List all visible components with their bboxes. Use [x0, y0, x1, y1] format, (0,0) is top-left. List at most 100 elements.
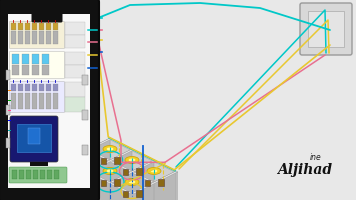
Bar [65, 82, 85, 97]
Polygon shape [64, 161, 130, 200]
Ellipse shape [129, 158, 136, 162]
Bar [46, 84, 51, 91]
Polygon shape [132, 171, 178, 194]
Polygon shape [110, 138, 176, 200]
Ellipse shape [106, 147, 114, 151]
Bar [53, 93, 58, 109]
Bar [65, 97, 85, 112]
Polygon shape [88, 149, 154, 200]
Bar [42, 65, 49, 75]
Bar [12, 54, 19, 64]
Polygon shape [108, 138, 176, 172]
FancyBboxPatch shape [0, 0, 99, 200]
Bar [39, 93, 44, 109]
Bar [26, 170, 31, 179]
Polygon shape [90, 150, 134, 200]
Polygon shape [64, 160, 132, 194]
Bar [8, 14, 90, 188]
Bar [22, 54, 29, 64]
Bar [25, 93, 30, 109]
Bar [124, 169, 129, 175]
Bar [136, 190, 142, 197]
Polygon shape [108, 139, 174, 200]
Bar [124, 191, 129, 197]
Bar [18, 23, 23, 30]
Ellipse shape [81, 156, 95, 164]
FancyBboxPatch shape [31, 12, 63, 22]
Ellipse shape [84, 158, 91, 162]
Polygon shape [134, 172, 178, 200]
Bar [11, 31, 16, 44]
Bar [54, 170, 59, 179]
Polygon shape [112, 161, 156, 200]
Bar [18, 93, 23, 109]
Bar [65, 65, 85, 78]
Polygon shape [88, 149, 132, 200]
Bar [114, 157, 120, 164]
Bar [39, 84, 44, 91]
Bar [70, 179, 75, 186]
Bar [17, 124, 51, 152]
Bar [6, 138, 10, 148]
Bar [11, 93, 16, 109]
Text: Aljihad: Aljihad [277, 163, 333, 177]
Bar [22, 65, 29, 75]
Bar [40, 170, 45, 179]
Bar [12, 170, 17, 179]
Polygon shape [66, 138, 112, 161]
Ellipse shape [106, 169, 114, 173]
Bar [32, 31, 37, 44]
Polygon shape [110, 160, 154, 200]
Polygon shape [86, 149, 154, 183]
Bar [53, 31, 58, 44]
Bar [33, 170, 38, 179]
Bar [11, 23, 16, 30]
Bar [39, 31, 44, 44]
FancyBboxPatch shape [300, 3, 352, 55]
Bar [25, 84, 30, 91]
Polygon shape [132, 171, 176, 200]
FancyBboxPatch shape [9, 167, 67, 183]
Text: ine: ine [310, 152, 322, 162]
Bar [42, 54, 49, 64]
Bar [82, 145, 88, 155]
Bar [30, 162, 48, 166]
Bar [25, 31, 30, 44]
Bar [32, 93, 37, 109]
Ellipse shape [147, 168, 161, 174]
FancyBboxPatch shape [10, 51, 64, 78]
Bar [53, 23, 58, 30]
Bar [6, 70, 10, 80]
Bar [6, 105, 10, 115]
Bar [46, 23, 51, 30]
Bar [32, 54, 39, 64]
Bar [18, 31, 23, 44]
Bar [101, 158, 106, 164]
Ellipse shape [125, 156, 139, 164]
Bar [158, 179, 164, 186]
Bar [47, 170, 52, 179]
Bar [65, 22, 85, 35]
Ellipse shape [129, 180, 136, 184]
Bar [65, 35, 85, 48]
Bar [53, 84, 58, 91]
Polygon shape [68, 139, 112, 200]
Polygon shape [66, 160, 132, 200]
Ellipse shape [125, 178, 139, 186]
Bar [91, 190, 98, 197]
Bar [82, 75, 88, 85]
FancyBboxPatch shape [10, 82, 64, 112]
Ellipse shape [151, 169, 157, 173]
Polygon shape [88, 149, 134, 172]
Bar [18, 84, 23, 91]
Bar [65, 52, 85, 65]
Bar [32, 23, 37, 30]
Bar [32, 84, 37, 91]
Bar [82, 110, 88, 120]
Bar [32, 65, 39, 75]
Polygon shape [66, 138, 110, 200]
Bar [308, 11, 344, 47]
Bar [11, 84, 16, 91]
Polygon shape [86, 150, 152, 200]
Bar [91, 168, 98, 175]
